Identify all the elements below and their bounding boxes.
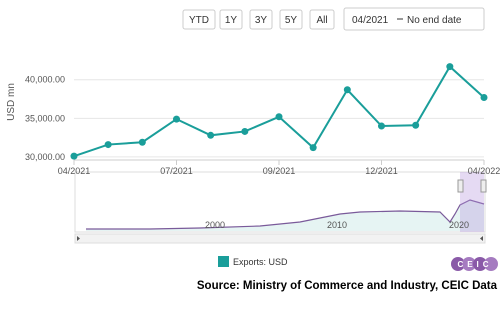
range-start: 04/2021 xyxy=(352,15,389,26)
y-axis-label: USD mn xyxy=(6,83,17,121)
navigator-line xyxy=(86,199,485,230)
x-tick-label: 04/2022 xyxy=(468,166,501,176)
data-point xyxy=(275,113,283,121)
range-end: No end date xyxy=(407,15,462,26)
data-point xyxy=(412,121,420,129)
legend-swatch xyxy=(218,256,229,267)
button-label: 5Y xyxy=(285,15,298,26)
x-tick-label: 07/2021 xyxy=(160,166,193,176)
y-tick-label: 30,000.00 xyxy=(25,152,65,162)
range-button[interactable]: YTD xyxy=(182,9,216,30)
legend-label[interactable]: Exports: USD xyxy=(233,257,288,267)
data-point xyxy=(378,122,385,130)
navigator-handle[interactable] xyxy=(457,179,464,193)
button-label: YTD xyxy=(189,15,209,26)
data-point xyxy=(480,93,488,101)
data-point xyxy=(446,63,454,71)
y-tick-label: 40,000.00 xyxy=(25,75,65,85)
data-point xyxy=(343,86,351,94)
button-label: 1Y xyxy=(225,15,238,26)
data-point xyxy=(173,115,180,123)
range-button[interactable]: 3Y xyxy=(249,9,273,30)
date-range[interactable]: 04/2021 No end date xyxy=(343,7,485,31)
data-point xyxy=(241,127,249,135)
button-label: 3Y xyxy=(255,15,268,26)
logo-text: CEIC xyxy=(457,260,492,269)
logo: CEIC xyxy=(451,257,498,271)
navigator-label: 2010 xyxy=(327,220,347,230)
data-point xyxy=(138,138,146,146)
x-tick-label: 12/2021 xyxy=(365,166,398,176)
navigator-label: 2000 xyxy=(205,220,225,230)
range-button[interactable]: 5Y xyxy=(279,9,303,30)
data-point xyxy=(70,152,78,160)
navigator-window[interactable] xyxy=(460,172,484,232)
navigator-handle[interactable] xyxy=(480,179,487,193)
scrollbar[interactable] xyxy=(74,233,486,244)
button-label: All xyxy=(316,15,327,26)
range-button[interactable]: 1Y xyxy=(219,9,243,30)
y-tick-label: 35,000.00 xyxy=(25,113,65,123)
navigator-area xyxy=(86,200,484,231)
navigator: 2000 2010 2020 xyxy=(74,171,487,244)
x-tick-label: 09/2021 xyxy=(263,166,296,176)
source: Source: Ministry of Commerce and Industr… xyxy=(197,280,498,292)
navigator-label: 2020 xyxy=(449,220,469,230)
data-point xyxy=(104,141,112,149)
scroll-right[interactable] xyxy=(480,236,483,241)
range-button[interactable]: All xyxy=(309,9,335,30)
x-tick-label: 04/2021 xyxy=(58,166,91,176)
scroll-left[interactable] xyxy=(77,236,80,241)
data-point xyxy=(309,144,317,152)
data-point xyxy=(207,131,215,139)
